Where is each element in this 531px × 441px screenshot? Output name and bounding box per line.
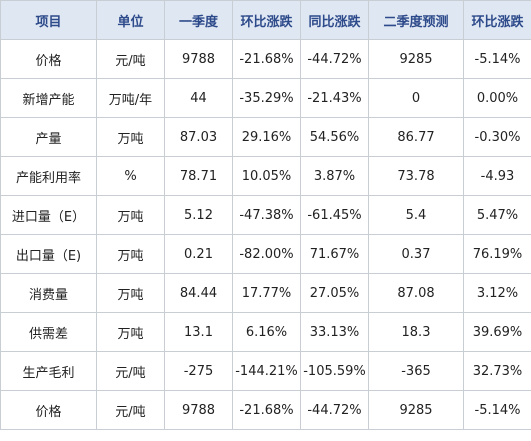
cell-item: 出口量（E) xyxy=(0,234,97,274)
cell-qoq-change: -47.38% xyxy=(232,195,301,235)
cell-qoq-change: -35.29% xyxy=(232,78,301,118)
cell-q1: 5.12 xyxy=(164,195,233,235)
cell-unit: 万吨 xyxy=(96,195,165,235)
cell-item: 进口量（E） xyxy=(0,195,97,235)
cell-yoy-change: -44.72% xyxy=(300,39,369,79)
cell-item: 消费量 xyxy=(0,273,97,313)
cell-q1: 0.21 xyxy=(164,234,233,274)
cell-item: 供需差 xyxy=(0,312,97,352)
cell-qoq-change: 10.05% xyxy=(232,156,301,196)
cell-unit: 万吨 xyxy=(96,312,165,352)
cell-yoy-change: -61.45% xyxy=(300,195,369,235)
header-q2-qoq-change: 环比涨跌 xyxy=(463,0,531,40)
cell-qoq-change: -144.21% xyxy=(232,351,301,391)
cell-qoq-change: -82.00% xyxy=(232,234,301,274)
cell-q2-forecast: 87.08 xyxy=(368,273,464,313)
table-row: 产量 万吨 87.03 29.16% 54.56% 86.77 -0.30% xyxy=(0,117,531,157)
table-row: 新增产能 万吨/年 44 -35.29% -21.43% 0 0.00% xyxy=(0,78,531,118)
cell-unit: 元/吨 xyxy=(96,351,165,391)
cell-yoy-change: -105.59% xyxy=(300,351,369,391)
cell-unit: 元/吨 xyxy=(96,39,165,79)
table-row: 出口量（E) 万吨 0.21 -82.00% 71.67% 0.37 76.19% xyxy=(0,234,531,274)
cell-unit: 万吨 xyxy=(96,117,165,157)
cell-q2-forecast: 9285 xyxy=(368,390,464,430)
cell-q1: 9788 xyxy=(164,390,233,430)
cell-yoy-change: -44.72% xyxy=(300,390,369,430)
cell-q2-forecast: 5.4 xyxy=(368,195,464,235)
cell-yoy-change: 54.56% xyxy=(300,117,369,157)
cell-qoq-change: -21.68% xyxy=(232,390,301,430)
cell-q2-forecast: 73.78 xyxy=(368,156,464,196)
cell-q1: 9788 xyxy=(164,39,233,79)
cell-qoq-change: 29.16% xyxy=(232,117,301,157)
cell-yoy-change: 27.05% xyxy=(300,273,369,313)
cell-q2-qoq-change: -4.93 xyxy=(463,156,531,196)
cell-q2-qoq-change: 76.19% xyxy=(463,234,531,274)
cell-q1: -275 xyxy=(164,351,233,391)
cell-unit: 元/吨 xyxy=(96,390,165,430)
cell-q2-forecast: -365 xyxy=(368,351,464,391)
table-header: 项目 单位 一季度 环比涨跌 同比涨跌 二季度预测 环比涨跌 xyxy=(0,0,531,40)
header-row: 项目 单位 一季度 环比涨跌 同比涨跌 二季度预测 环比涨跌 xyxy=(0,0,531,40)
cell-qoq-change: 6.16% xyxy=(232,312,301,352)
cell-yoy-change: 3.87% xyxy=(300,156,369,196)
cell-q1: 84.44 xyxy=(164,273,233,313)
table-row: 价格 元/吨 9788 -21.68% -44.72% 9285 -5.14% xyxy=(0,39,531,79)
cell-item: 价格 xyxy=(0,39,97,79)
header-q1: 一季度 xyxy=(164,0,233,40)
cell-q2-forecast: 86.77 xyxy=(368,117,464,157)
table-row: 进口量（E） 万吨 5.12 -47.38% -61.45% 5.4 5.47% xyxy=(0,195,531,235)
cell-q2-forecast: 9285 xyxy=(368,39,464,79)
table-row: 供需差 万吨 13.1 6.16% 33.13% 18.3 39.69% xyxy=(0,312,531,352)
cell-item: 产量 xyxy=(0,117,97,157)
cell-item: 价格 xyxy=(0,390,97,430)
header-item: 项目 xyxy=(0,0,97,40)
cell-yoy-change: 33.13% xyxy=(300,312,369,352)
cell-q2-qoq-change: 5.47% xyxy=(463,195,531,235)
cell-qoq-change: 17.77% xyxy=(232,273,301,313)
table-body: 价格 元/吨 9788 -21.68% -44.72% 9285 -5.14% 新增产能 万吨/… xyxy=(0,39,531,430)
cell-q1: 78.71 xyxy=(164,156,233,196)
cell-yoy-change: -21.43% xyxy=(300,78,369,118)
table-row: 价格 元/吨 9788 -21.68% -44.72% 9285 -5.14% xyxy=(0,390,531,430)
cell-unit: % xyxy=(96,156,165,196)
cell-q1: 44 xyxy=(164,78,233,118)
table-row: 产能利用率% 78.71 10.05% 3.87% 73.78 -4.93 xyxy=(0,156,531,196)
cell-q2-qoq-change: 32.73% xyxy=(463,351,531,391)
cell-q2-forecast: 0 xyxy=(368,78,464,118)
cell-item: 生产毛利 xyxy=(0,351,97,391)
cell-item: 新增产能 xyxy=(0,78,97,118)
cell-q2-qoq-change: 3.12% xyxy=(463,273,531,313)
header-q2-forecast: 二季度预测 xyxy=(368,0,464,40)
cell-q1: 13.1 xyxy=(164,312,233,352)
cell-yoy-change: 71.67% xyxy=(300,234,369,274)
cell-unit: 万吨/年 xyxy=(96,78,165,118)
cell-q2-qoq-change: 39.69% xyxy=(463,312,531,352)
cell-unit: 万吨 xyxy=(96,234,165,274)
cell-q2-forecast: 18.3 xyxy=(368,312,464,352)
cell-q2-qoq-change: -5.14% xyxy=(463,390,531,430)
data-table: 项目 单位 一季度 环比涨跌 同比涨跌 二季度预测 环比涨跌 价格 元/吨 9788… xyxy=(0,0,531,430)
header-yoy-change: 同比涨跌 xyxy=(300,0,369,40)
table-row: 生产毛利 元/吨 -275 -144.21% -105.59% -365 32.73% xyxy=(0,351,531,391)
header-unit: 单位 xyxy=(96,0,165,40)
header-qoq-change: 环比涨跌 xyxy=(232,0,301,40)
cell-q2-forecast: 0.37 xyxy=(368,234,464,274)
cell-q2-qoq-change: -0.30% xyxy=(463,117,531,157)
cell-q1: 87.03 xyxy=(164,117,233,157)
cell-unit: 万吨 xyxy=(96,273,165,313)
cell-qoq-change: -21.68% xyxy=(232,39,301,79)
table-row: 消费量 万吨 84.44 17.77% 27.05% 87.08 3.12% xyxy=(0,273,531,313)
cell-q2-qoq-change: 0.00% xyxy=(463,78,531,118)
cell-q2-qoq-change: -5.14% xyxy=(463,39,531,79)
cell-item: 产能利用率 xyxy=(0,156,97,196)
